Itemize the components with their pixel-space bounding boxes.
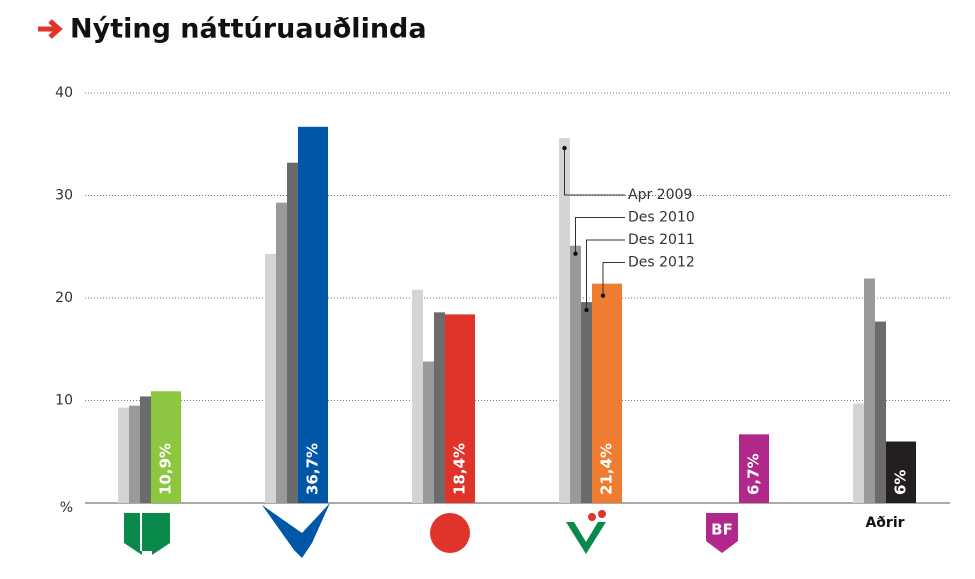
- bar: [129, 405, 140, 503]
- chart-title: Nýting náttúruauðlinda: [70, 14, 427, 45]
- value-label: 10,9%: [157, 443, 175, 495]
- logo: [262, 503, 330, 558]
- legend-leader: [602, 262, 625, 296]
- y-tick-label: %: [60, 500, 73, 516]
- bar: [445, 314, 475, 503]
- legend-label: Des 2011: [628, 232, 695, 248]
- value-label: 6,7%: [745, 453, 763, 495]
- bar: [298, 126, 328, 503]
- bar: [287, 162, 298, 503]
- bar: [276, 202, 287, 504]
- legend-dot: [562, 145, 567, 151]
- bar: [559, 138, 570, 503]
- bar: [853, 403, 864, 503]
- logo: [124, 513, 170, 555]
- bar: [412, 289, 423, 503]
- logo: [588, 513, 596, 521]
- bar: [140, 396, 151, 503]
- legend-leader: [586, 239, 625, 311]
- logo: [598, 510, 606, 518]
- legend-dot: [573, 251, 578, 256]
- legend-label: Apr 2009: [628, 187, 692, 203]
- bar: [864, 278, 875, 503]
- legend-leader: [575, 217, 625, 254]
- legend-leader: [564, 148, 625, 196]
- bar: [118, 407, 129, 503]
- logo: [566, 522, 606, 554]
- logo: [706, 513, 738, 553]
- x-tick-label: Aðrir: [865, 515, 904, 531]
- value-label: 18,4%: [451, 443, 469, 495]
- y-tick-label: 30: [55, 188, 73, 204]
- bar: [423, 361, 434, 503]
- value-label: 6%: [892, 470, 910, 495]
- legend-label: Des 2010: [628, 210, 695, 226]
- title-arrow: [38, 19, 63, 39]
- bar: [434, 312, 445, 503]
- legend-dot: [600, 293, 606, 298]
- bar: [581, 302, 592, 503]
- bar: [739, 434, 769, 503]
- logo: [430, 513, 470, 553]
- bar: [592, 283, 622, 503]
- value-label: 21,4%: [598, 443, 616, 495]
- legend-dot: [584, 307, 589, 313]
- y-tick-label: 10: [55, 393, 73, 409]
- bar: [570, 245, 581, 503]
- bar: [875, 321, 886, 503]
- bar: [886, 441, 916, 503]
- bar: [151, 391, 181, 503]
- y-tick-label: 40: [55, 85, 73, 101]
- logos: BF: [124, 503, 738, 558]
- logo-text: BF: [711, 521, 733, 539]
- y-tick-label: 20: [55, 290, 73, 306]
- value-label: 36,7%: [304, 443, 322, 495]
- bar: [265, 253, 276, 503]
- legend-label: Des 2012: [628, 255, 695, 271]
